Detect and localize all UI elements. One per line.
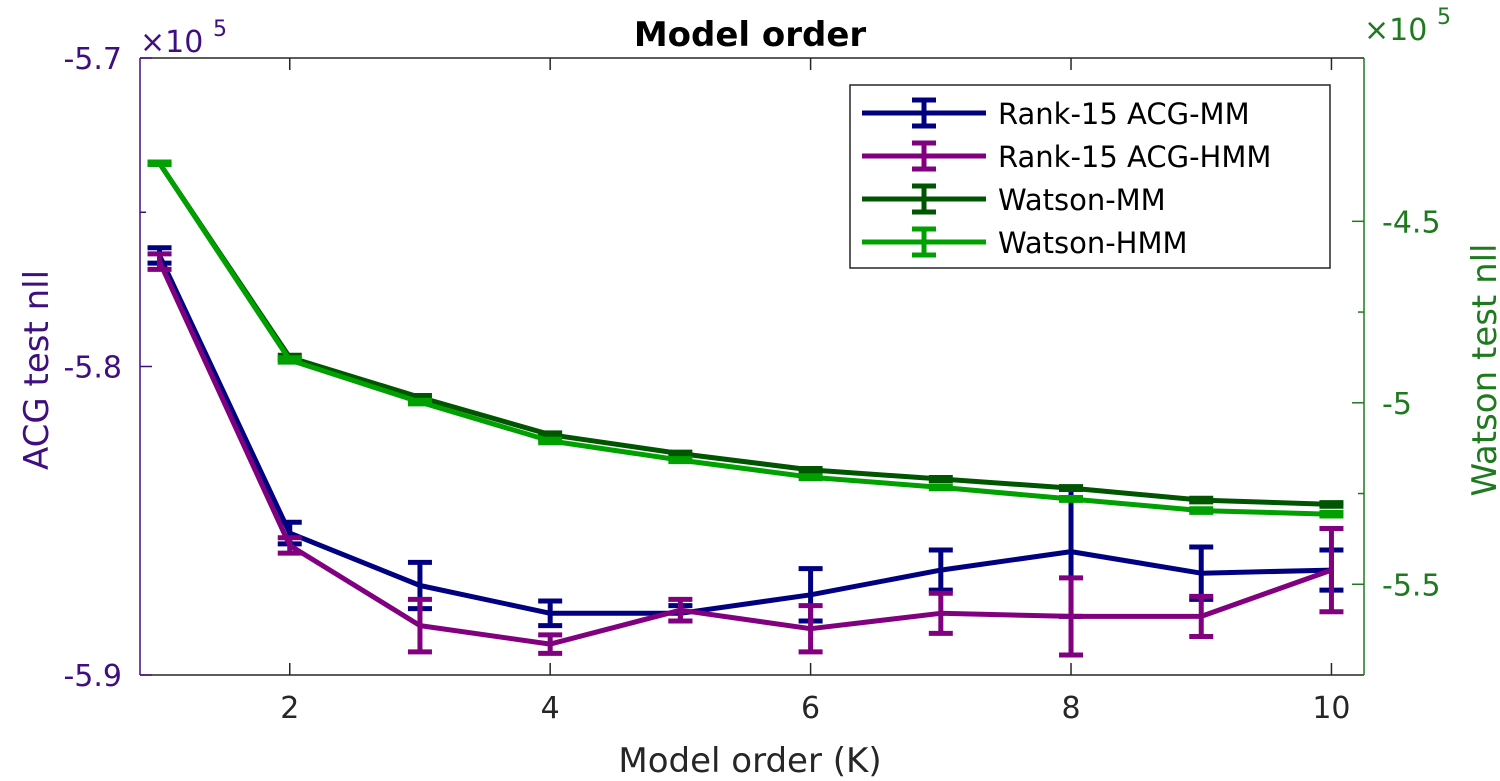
error-bar-rank-15-acg-mm xyxy=(538,598,563,629)
error-bar-rank-15-acg-hmm xyxy=(1059,575,1084,658)
legend-label: Rank-15 ACG-MM xyxy=(998,97,1250,131)
x-tick-label: 10 xyxy=(1312,691,1350,726)
x-axis-title: Model order (K) xyxy=(618,741,881,781)
error-bar-rank-15-acg-hmm xyxy=(147,251,172,272)
error-bar-rank-15-acg-hmm xyxy=(407,596,432,655)
error-bar-watson-hmm xyxy=(798,473,823,482)
right-y-tick-label: -5 xyxy=(1382,387,1412,422)
left-y-axis-title: ACG test nll xyxy=(17,270,57,470)
error-bar-rank-15-acg-mm xyxy=(928,547,953,593)
series-line-watson-mm xyxy=(157,161,1332,507)
error-bar-watson-hmm xyxy=(538,436,563,446)
error-bar-watson-hmm xyxy=(668,456,693,465)
legend-entry: Watson-HMM xyxy=(862,226,1188,260)
legend-entry: Rank-15 ACG-HMM xyxy=(862,140,1271,174)
error-bar-rank-15-acg-hmm xyxy=(1319,525,1344,615)
x-tick-label: 8 xyxy=(1061,691,1080,726)
error-bar-watson-mm xyxy=(1059,484,1084,493)
legend-label: Rank-15 ACG-HMM xyxy=(998,140,1271,174)
x-tick-label: 4 xyxy=(541,691,560,726)
right-y-axis-title: Watson test nll xyxy=(1465,243,1500,496)
error-bar-watson-mm xyxy=(798,465,823,474)
chart-title: Model order xyxy=(634,15,867,55)
error-bar-rank-15-acg-hmm xyxy=(928,590,953,636)
right-y-tick-label: -4.5 xyxy=(1382,205,1441,240)
series-line-rank-15-acg-mm xyxy=(157,254,1332,616)
legend-label: Watson-MM xyxy=(998,183,1166,217)
error-bar-watson-hmm xyxy=(277,355,302,365)
x-tick-label: 2 xyxy=(280,691,299,726)
right-y-tick-label: -5.5 xyxy=(1382,568,1441,603)
error-bar-watson-hmm xyxy=(1189,506,1214,515)
error-bar-rank-15-acg-hmm xyxy=(798,603,823,655)
plot-area: 2 4 6 8 10 -5.9 -5.8 -5.7 ×10 5 -5.5 -5 -4.5 ×10 5 xyxy=(63,5,1451,726)
error-bar-watson-mm xyxy=(1319,500,1344,509)
series-line-rank-15-acg-hmm xyxy=(157,260,1333,647)
x-tick-label: 6 xyxy=(801,691,820,726)
left-exponent-power: 5 xyxy=(213,17,227,42)
error-bar-rank-15-acg-hmm xyxy=(277,535,302,556)
error-bar-watson-hmm xyxy=(1059,495,1084,503)
error-bar-watson-hmm xyxy=(407,397,432,407)
error-bar-rank-15-acg-hmm xyxy=(1189,593,1214,639)
error-bar-watson-mm xyxy=(668,449,693,458)
legend-entry: Watson-MM xyxy=(862,183,1166,217)
error-bar-watson-hmm xyxy=(1319,509,1344,519)
error-bar-rank-15-acg-hmm xyxy=(668,596,693,624)
left-exponent-label: ×10 xyxy=(140,25,203,60)
error-bar-watson-hmm xyxy=(928,483,953,492)
right-exponent-label: ×10 xyxy=(1364,13,1427,48)
series-line-watson-hmm xyxy=(157,161,1332,517)
legend: Rank-15 ACG-MM Rank-15 ACG-HMM Watson-MM Wa… xyxy=(849,84,1331,269)
left-y-tick-label: -5.7 xyxy=(63,42,122,77)
right-exponent-power: 5 xyxy=(1437,5,1451,30)
error-bar-watson-hmm xyxy=(147,159,172,167)
error-bar-watson-mm xyxy=(1189,495,1214,505)
legend-label: Watson-HMM xyxy=(998,226,1188,260)
error-bar-rank-15-acg-hmm xyxy=(538,632,563,656)
left-y-tick-label: -5.8 xyxy=(63,351,122,386)
legend-entry: Rank-15 ACG-MM xyxy=(862,97,1250,131)
error-bar-watson-mm xyxy=(928,475,953,483)
left-y-tick-label: -5.9 xyxy=(63,659,122,694)
